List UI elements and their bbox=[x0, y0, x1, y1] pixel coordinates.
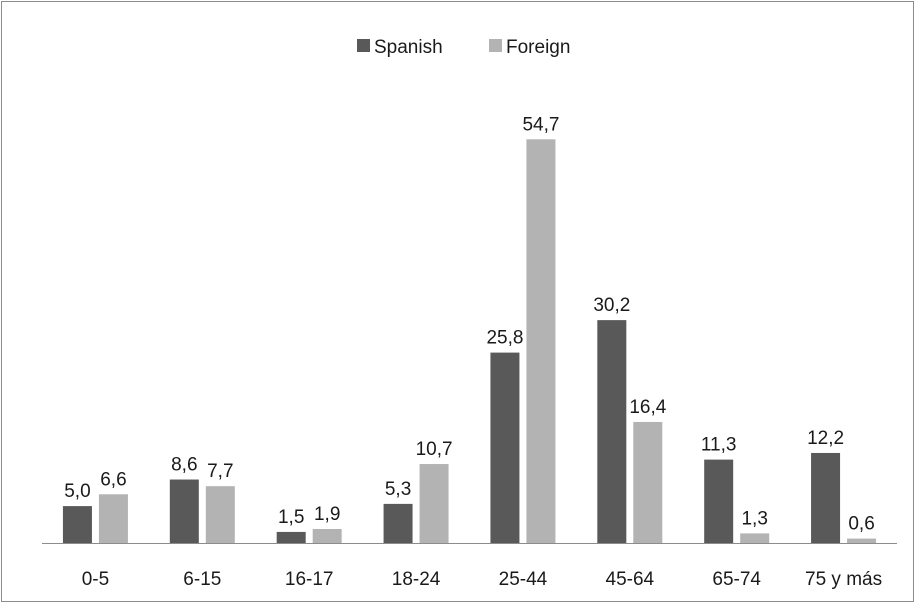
legend-label-spanish: Spanish bbox=[374, 37, 443, 58]
bar-foreign-1 bbox=[205, 486, 235, 543]
data-label-spanish-1: 8,6 bbox=[171, 455, 197, 476]
bar-foreign-2 bbox=[312, 528, 342, 543]
bar-spanish-1 bbox=[169, 479, 199, 543]
x-tick-labels: 0-5 6-15 16-17 18-24 25-44 45-64 65-74 75 y más bbox=[82, 569, 882, 590]
data-label-foreign-4: 54,7 bbox=[522, 114, 559, 135]
data-label-foreign-0: 6,6 bbox=[100, 469, 126, 490]
legend: Spanish Foreign bbox=[357, 37, 570, 58]
data-label-spanish-2: 1,5 bbox=[278, 507, 304, 528]
data-labels: 5,0 6,6 8,6 7,7 1,5 1,9 5,310,7 25,8 54,7 30,2 16,… bbox=[64, 114, 875, 534]
bar-spanish-3 bbox=[383, 503, 413, 543]
x-tick-label-2: 16-17 bbox=[285, 569, 334, 590]
data-label-spanish-0: 5,0 bbox=[64, 481, 90, 502]
bars bbox=[62, 139, 877, 543]
bar-spanish-2 bbox=[276, 531, 306, 543]
data-label-foreign-6: 1,3 bbox=[741, 508, 767, 529]
x-tick-label-6: 65-74 bbox=[712, 569, 761, 590]
x-tick-label-1: 6-15 bbox=[183, 569, 221, 590]
data-label-foreign-5: 16,4 bbox=[629, 397, 666, 418]
x-tick-label-5: 45-64 bbox=[606, 569, 655, 590]
bar-foreign-5 bbox=[633, 421, 663, 543]
data-label-foreign-1: 7,7 bbox=[207, 461, 233, 482]
data-label-foreign-3: 10,7 bbox=[416, 439, 453, 460]
data-label-spanish-3: 5,3 bbox=[385, 479, 411, 500]
x-tick-label-4: 25-44 bbox=[499, 569, 548, 590]
data-label-spanish-7: 12,2 bbox=[807, 428, 844, 449]
legend-swatch-foreign bbox=[489, 39, 502, 52]
bar-foreign-3 bbox=[419, 464, 449, 543]
bar-spanish-5 bbox=[597, 320, 627, 543]
data-label-spanish-6: 11,3 bbox=[701, 435, 737, 456]
bar-foreign-7 bbox=[847, 538, 877, 543]
bar-spanish-6 bbox=[704, 459, 734, 543]
x-tick-label-0: 0-5 bbox=[82, 569, 109, 590]
data-label-spanish-5: 30,2 bbox=[593, 295, 630, 316]
bar-foreign-6 bbox=[740, 533, 770, 543]
bar-foreign-4 bbox=[526, 139, 556, 543]
x-tick-label-3: 18-24 bbox=[392, 569, 441, 590]
data-label-foreign-2: 1,9 bbox=[314, 504, 340, 525]
data-label-spanish-4: 25,8 bbox=[486, 328, 523, 349]
bar-spanish-7 bbox=[811, 452, 841, 543]
legend-label-foreign: Foreign bbox=[506, 37, 570, 58]
bar-spanish-0 bbox=[62, 506, 92, 543]
legend-swatch-spanish bbox=[357, 39, 370, 52]
x-tick-label-7: 75 y más bbox=[805, 569, 882, 590]
bar-foreign-0 bbox=[98, 494, 128, 543]
data-label-foreign-7: 0,6 bbox=[848, 514, 874, 535]
bar-spanish-4 bbox=[490, 352, 520, 543]
